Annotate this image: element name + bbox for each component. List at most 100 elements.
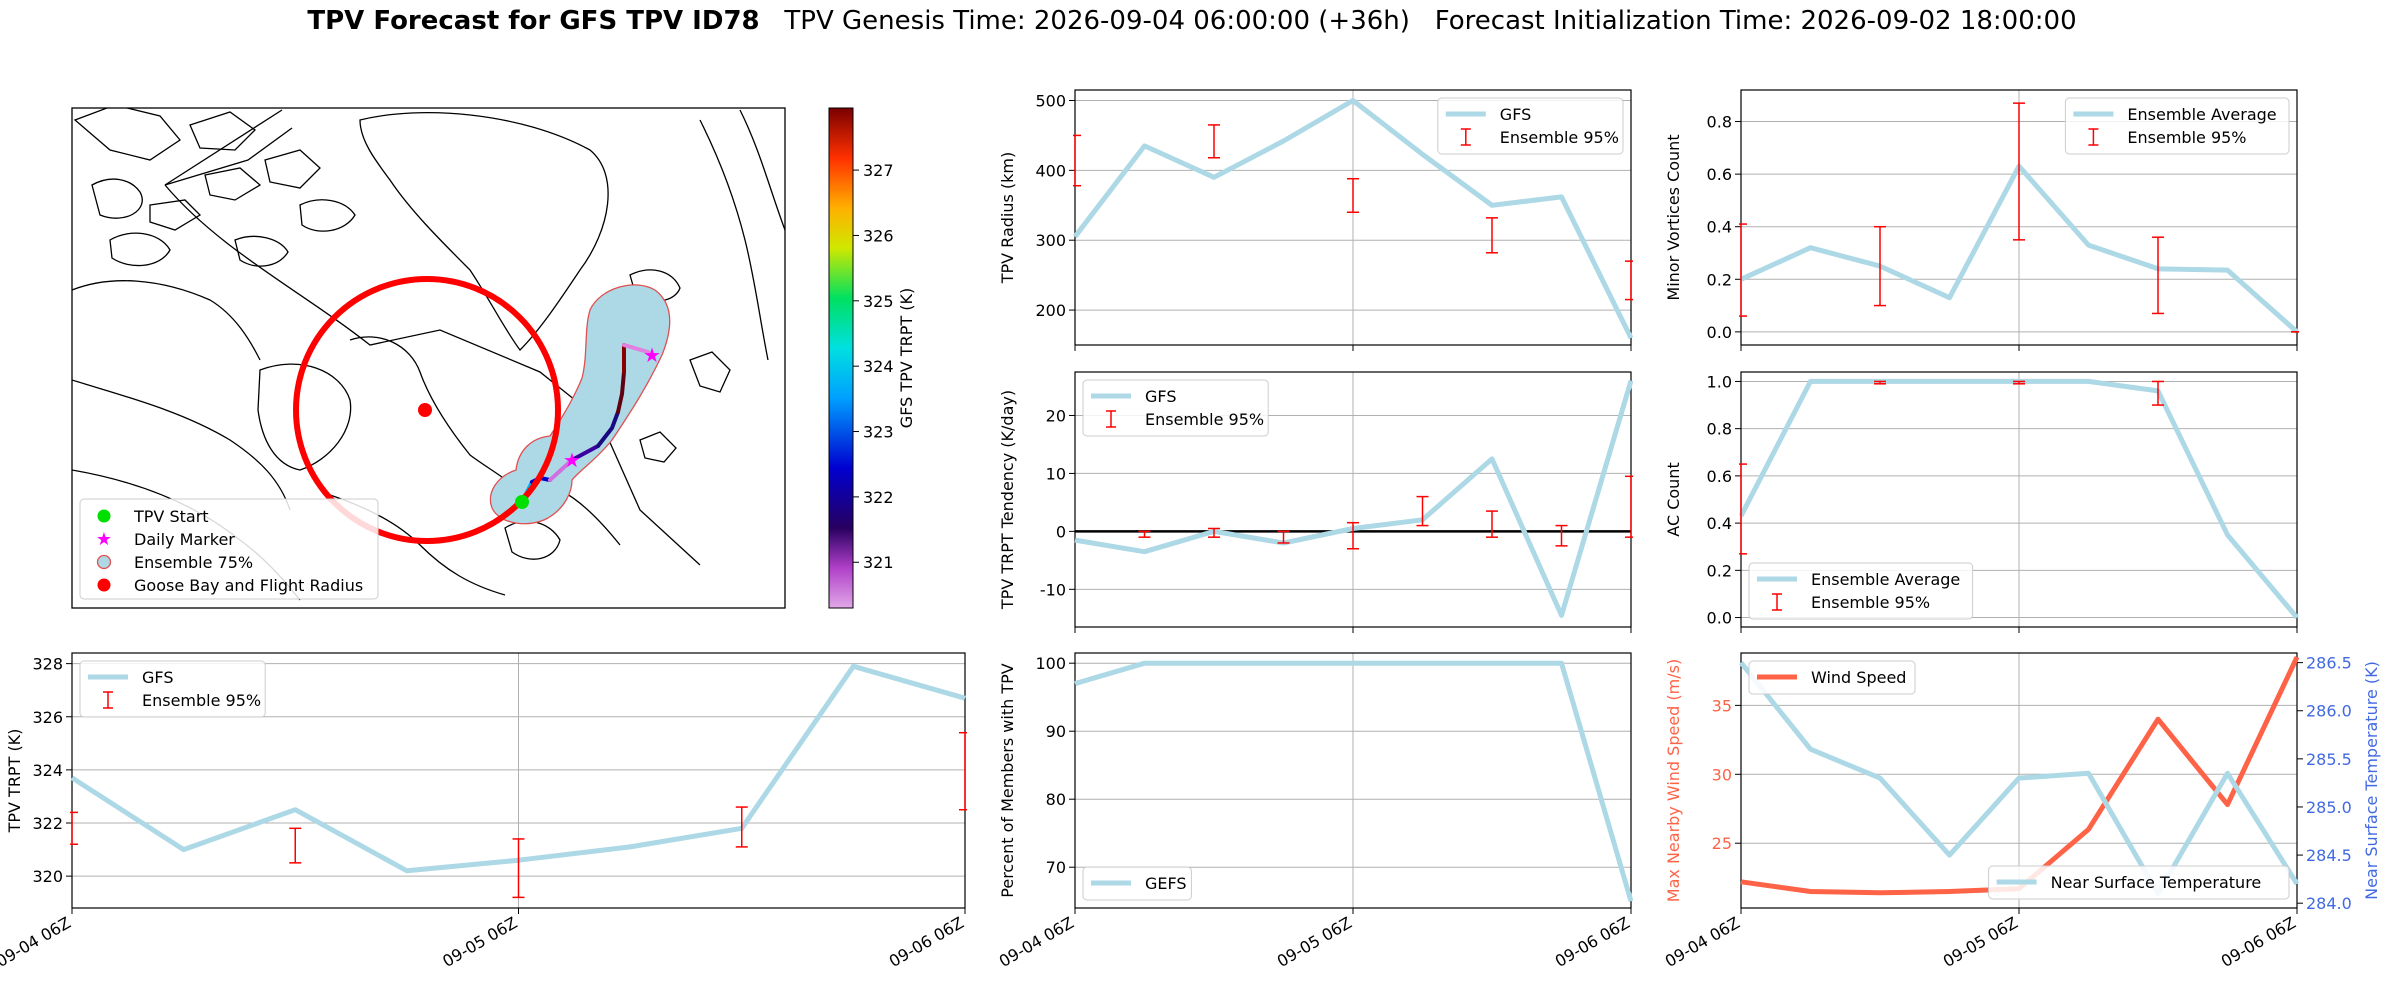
legend-daily-marker: Daily Marker	[134, 530, 235, 549]
title-init: Forecast Initialization Time: 2026-09-02…	[1434, 6, 2077, 36]
map-legend: TPV Start ★ Daily Marker Ensemble 75% Go…	[79, 498, 379, 600]
ensemble-errorbar	[1555, 524, 1568, 547]
legend-label: Wind Speed	[1811, 668, 1906, 687]
y-tick-label: 100	[1035, 654, 1066, 673]
x-tick-label: 09-06 06Z	[2218, 913, 2299, 971]
figure-title: TPV Forecast for GFS TPV ID78 TPV Genesi…	[0, 6, 2384, 36]
legend-label: Ensemble Average	[2127, 105, 2276, 124]
ensemble-errorbar	[2152, 236, 2164, 315]
y-tick-label: 300	[1035, 231, 1066, 250]
ensemble-errorbar	[289, 827, 302, 864]
y-tick-label: 0.8	[1707, 113, 1732, 132]
y-tick-label: 0.0	[1707, 323, 1732, 342]
legend-label: GFS	[1145, 387, 1176, 406]
goose-bay-marker	[418, 403, 432, 417]
chart-ac: 0.0 0.2 0.4 0.6 0.8 1.0 AC Count Ensemble Avera…	[1664, 371, 2299, 633]
ensemble-errorbar	[1874, 225, 1886, 307]
y2-tick-label: 286.5	[2306, 654, 2352, 673]
plot-area	[1074, 660, 1633, 902]
x-tick-label: 09-05 06Z	[1274, 913, 1355, 971]
ensemble-errorbar	[959, 731, 967, 811]
ensemble-errorbar	[2013, 380, 2025, 385]
ensemble-errorbar	[1625, 260, 1633, 301]
y-axis-label: Minor Vortices Count	[1664, 134, 1683, 300]
y-tick-label: 10	[1046, 464, 1066, 483]
y-tick-label: 80	[1046, 790, 1066, 809]
daily-marker: ★	[643, 343, 661, 367]
y-tick-label: 0.6	[1707, 467, 1732, 486]
chart-radius: 200 300 400 500 TPV Radius (km) GFS Ensemble 9…	[998, 89, 1633, 351]
ensemble-errorbar	[70, 811, 78, 845]
legend-label: Near Surface Temperature	[2051, 873, 2262, 892]
ensemble-errorbar	[1739, 463, 1747, 555]
y-tick-label: 0.2	[1707, 270, 1732, 289]
series-line	[1073, 98, 1633, 340]
ensemble-errorbar	[1138, 530, 1151, 538]
chart-legend: Ensemble Average Ensemble 95%	[2064, 97, 2290, 155]
y-tick-label: 0.6	[1707, 165, 1732, 184]
y-tick-label: -10	[1040, 580, 1066, 599]
chart-tendency: -10 0 10 20 TPV TRPT Tendency (K/day) GFS Ense…	[998, 371, 1633, 633]
y-tick-label: 500	[1035, 91, 1066, 110]
ensemble-errorbar	[1486, 217, 1498, 254]
legend-tpv-start: TPV Start	[133, 507, 209, 526]
plot-area	[1073, 98, 1633, 340]
ensemble-errorbar	[1739, 223, 1747, 317]
y-tick-label: 326	[32, 708, 63, 727]
ensemble-errorbar	[1486, 510, 1498, 538]
ensemble-errorbar	[1208, 527, 1220, 538]
y-tick-label: 200	[1035, 301, 1066, 320]
map-panel: ★ ★ TPV Start ★ Daily Marker Ensemble 75…	[71, 107, 916, 609]
y-axis-label: Percent of Members with TPV	[998, 663, 1017, 897]
legend-ensemble-75: Ensemble 75%	[134, 553, 253, 572]
x-tick-label: 09-05 06Z	[1940, 913, 2021, 971]
ensemble-errorbar	[735, 806, 748, 848]
daily-marker: ★	[563, 448, 581, 472]
y-tick-label: 0	[1056, 522, 1066, 541]
y-tick-label: 320	[32, 867, 63, 886]
chart-legend: GFS Ensemble 95%	[1437, 97, 1624, 155]
legend-label: GFS	[142, 668, 173, 687]
colorbar-tick-label: 325	[863, 292, 894, 311]
colorbar-tick-label: 326	[863, 226, 894, 245]
legend-frame	[2064, 97, 2290, 155]
colorbar-tick-label: 321	[863, 553, 894, 572]
legend-tpv-start-icon	[97, 509, 111, 523]
chart-wind: 25 30 35 09-04 06Z 09-05 06Z 09-06 06Z Max Nea…	[1662, 652, 2381, 971]
y-tick-label: 0.8	[1707, 420, 1732, 439]
chart-minor: 0.0 0.2 0.4 0.6 0.8 Minor Vortices Count Ensem…	[1664, 89, 2299, 351]
ensemble-errorbar	[2013, 102, 2025, 241]
legend-label: Ensemble 95%	[1145, 410, 1264, 429]
legend-label: Ensemble 95%	[1500, 128, 1619, 147]
series-line	[1739, 661, 2299, 897]
tpv-start-marker	[515, 495, 529, 509]
x-tick-label: 09-05 06Z	[439, 913, 520, 971]
y2-axis-label: Near Surface Temperature (K)	[2362, 661, 2381, 900]
y-tick-label: 0.4	[1707, 514, 1732, 533]
colorbar-tick-label: 322	[863, 488, 894, 507]
ensemble-75-region	[489, 284, 671, 525]
y-tick-label: 0.2	[1707, 561, 1732, 580]
legend-label: Ensemble Average	[1811, 570, 1960, 589]
map-frame	[71, 107, 786, 609]
chart-legend: Wind Speed	[1748, 660, 1916, 695]
y-tick-label: 400	[1035, 161, 1066, 180]
x-tick-label: 09-04 06Z	[1662, 913, 1743, 971]
colorbar-label: GFS TPV TRPT (K)	[897, 288, 916, 428]
y-tick-label: 70	[1046, 858, 1066, 877]
legend-frame	[1748, 562, 1974, 620]
plot-area	[1739, 102, 2299, 334]
y-tick-label: 30	[1712, 765, 1732, 784]
title-bold: TPV Forecast for GFS TPV ID78	[307, 6, 760, 36]
legend-goose-bay-icon	[97, 578, 111, 592]
chart-trpt: 320 322 324 326 328 09-04 06Z 09-05 06Z 09-06 0…	[0, 652, 967, 971]
y-tick-label: 35	[1712, 696, 1732, 715]
plot-area	[70, 663, 967, 899]
y-tick-label: 328	[32, 655, 63, 674]
y-axis-label: TPV TRPT Tendency (K/day)	[998, 390, 1017, 610]
legend-ensemble-icon	[96, 554, 112, 570]
y2-tick-label: 285.5	[2306, 750, 2352, 769]
y-tick-label: 322	[32, 814, 63, 833]
chart-legend: Ensemble Average Ensemble 95%	[1748, 562, 1974, 620]
